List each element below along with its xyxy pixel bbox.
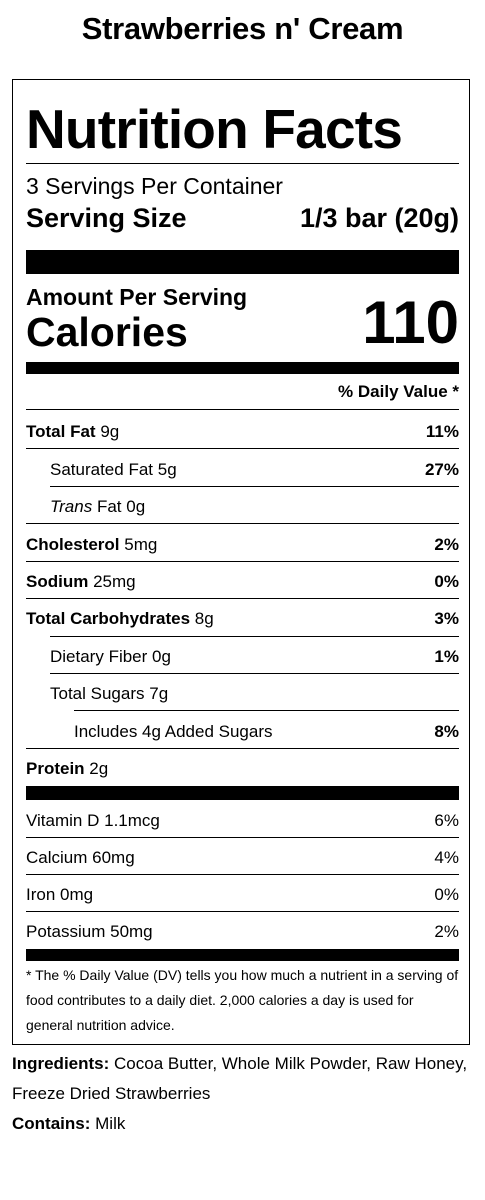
vitamin-dv: 2% [434,921,459,941]
nutrient-dv: 2% [434,534,459,554]
divider [26,874,459,875]
nutrient-row-trans-fat: Trans Fat 0g [50,488,459,525]
nutrient-amount: 8g [194,608,214,628]
nutrient-dv: 3% [434,608,459,628]
nutrient-name-italic: Trans [50,496,93,516]
vitamin-amount: 0mg [60,884,94,904]
contains: Contains: Milk [12,1109,472,1139]
vitamin-amount: 60mg [92,847,135,867]
divider [50,636,459,637]
divider [50,486,459,487]
nutrient-dv: 8% [434,721,459,741]
serving-size: Serving Size 1/3 bar (20g) [26,202,459,234]
vitamin-row-potassium: Potassium 50mg 2% [26,913,459,950]
nutrient-amount: 0g [152,646,171,666]
vitamin-name: Vitamin D [26,810,100,830]
vitamin-dv: 4% [434,847,459,867]
nutrient-name: Includes 4g Added Sugars [74,721,273,741]
serving-size-value: 1/3 bar (20g) [299,203,459,233]
servings-per-container: 3 Servings Per Container [26,173,283,199]
nutrient-amount: 5mg [124,534,158,554]
nutrient-row-total-sugars: Total Sugars 7g [50,675,459,712]
vitamin-amount: 50mg [110,921,153,941]
divider [26,598,459,599]
nutrition-facts-title: Nutrition Facts [26,98,403,160]
nutrient-name: Sodium [26,571,89,591]
vitamin-dv: 6% [434,810,459,830]
vitamin-dv: 0% [434,884,459,904]
amount-per-serving: Amount Per Serving [26,284,248,310]
nutrient-dv: 0% [434,571,459,591]
contains-label: Contains: [12,1114,91,1133]
nutrient-row-saturated-fat: Saturated Fat 5g 27% [50,451,459,488]
ingredients: Ingredients: Cocoa Butter, Whole Milk Po… [12,1049,472,1109]
vitamin-amount: 1.1mcg [104,810,160,830]
vitamin-name: Iron [26,884,56,904]
vitamin-row-iron: Iron 0mg 0% [26,876,459,913]
nutrient-row-cholesterol: Cholesterol 5mg 2% [26,526,459,563]
medium-divider [26,362,459,374]
ingredients-text: Cocoa Butter, Whole Milk Powder, Raw Hon… [12,1054,468,1103]
nutrient-row-total-carbohydrates: Total Carbohydrates 8g 3% [26,600,459,637]
serving-size-label: Serving Size [26,203,187,233]
divider [26,448,459,449]
divider [26,163,459,164]
divider [26,911,459,912]
vitamin-row-vitamin-d: Vitamin D 1.1mcg 6% [26,802,459,839]
divider [74,710,459,711]
nutrient-row-added-sugars: Includes 4g Added Sugars 8% [74,713,459,750]
calories-label: Calories [26,309,188,355]
nutrient-row-sodium: Sodium 25mg 0% [26,563,459,600]
divider [26,837,459,838]
daily-value-footnote: * The % Daily Value (DV) tells you how m… [26,967,459,1033]
ingredients-label: Ingredients: [12,1054,110,1073]
nutrient-row-protein: Protein 2g [26,750,459,787]
nutrient-dv: 1% [434,646,459,666]
nutrient-dv: 11% [425,421,459,441]
medium-divider [26,949,459,961]
thick-divider [26,250,459,274]
nutrient-amount: 0g [126,496,146,516]
contains-text: Milk [95,1114,126,1133]
nutrient-name: Protein [26,758,85,778]
vitamin-name: Potassium [26,921,106,941]
nutrient-name: Fat [96,496,122,516]
nutrient-name: Total Fat [26,421,96,441]
nutrient-name: Total Carbohydrates [26,608,191,628]
nutrient-amount: 2g [89,758,109,778]
calories-value: 110 [362,289,459,356]
divider [26,409,459,410]
vitamin-name: Calcium [26,847,88,867]
nutrient-row-total-fat: Total Fat 9g 11% [26,413,459,450]
divider [26,561,459,562]
divider [50,673,459,674]
divider [26,748,459,749]
divider [26,523,459,524]
daily-value-header: % Daily Value * [338,382,459,401]
nutrient-amount: 25mg [93,571,136,591]
nutrient-amount: 9g [100,421,120,441]
vitamin-row-calcium: Calcium 60mg 4% [26,839,459,876]
nutrient-amount: 5g [157,459,177,479]
nutrient-name: Saturated Fat [50,459,154,479]
product-title: Strawberries n' Cream [81,11,404,46]
thick-divider [26,786,459,800]
nutrition-facts-panel: Nutrition Facts 3 Servings Per Container… [12,79,470,1045]
nutrient-dv: 27% [424,459,459,479]
nutrient-amount: 7g [149,683,169,703]
nutrient-row-dietary-fiber: Dietary Fiber 0g 1% [50,638,459,675]
nutrient-name: Dietary Fiber [50,646,148,666]
nutrient-name: Cholesterol [26,534,120,554]
nutrient-name: Total Sugars [50,683,145,703]
